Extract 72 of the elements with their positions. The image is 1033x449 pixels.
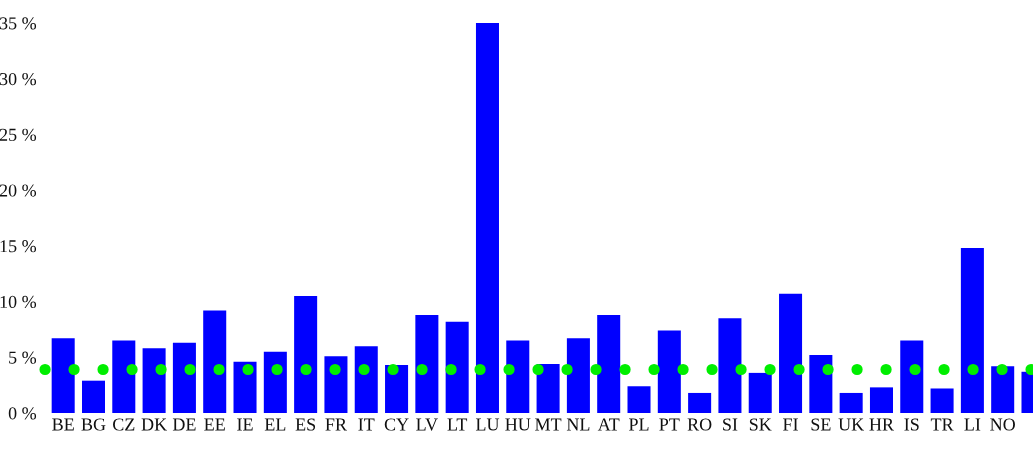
x-tick-label: FI [783, 418, 798, 431]
bar [112, 340, 136, 413]
x-tick-label: HU [505, 418, 531, 431]
bar [536, 363, 560, 413]
x-tick-label: BE [52, 418, 74, 431]
x-tick-label: DE [172, 418, 196, 431]
bar [809, 355, 833, 413]
x-tick-label: HR [869, 418, 894, 431]
x-tick-label: SK [749, 418, 772, 431]
bar [142, 348, 166, 413]
x-tick-label: NL [566, 418, 590, 431]
x-tick-label: SE [811, 418, 831, 431]
x-tick-label: RO [687, 418, 712, 431]
x-tick-label: IT [358, 418, 375, 431]
x-tick-label: LV [416, 418, 438, 431]
x-tick-label: AT [597, 418, 620, 431]
bar [688, 392, 712, 413]
x-tick-label: BG [81, 418, 106, 431]
bar [657, 330, 681, 413]
bar [627, 386, 651, 413]
bar [839, 392, 863, 413]
y-tick-label: 0 % [8, 407, 37, 420]
x-tick-label: LT [447, 418, 468, 431]
x-tick-label: IS [904, 418, 919, 431]
bar [779, 293, 803, 413]
x-tick-label: PT [659, 418, 680, 431]
x-tick-label: EL [264, 418, 286, 431]
bar [445, 321, 469, 413]
y-tick-label: 5 % [9, 351, 37, 364]
bar [930, 388, 954, 413]
y-tick-label: 10 % [0, 295, 37, 309]
bar [597, 314, 621, 413]
bar [718, 318, 742, 413]
x-tick-label: EE [204, 418, 225, 431]
y-tick-label: 15 % [0, 240, 37, 253]
x-tick-label: LU [475, 418, 500, 431]
bar [172, 342, 196, 413]
bar [991, 366, 1015, 413]
bar [506, 340, 530, 413]
x-tick-label: CY [384, 418, 409, 431]
x-tick-label: PL [629, 418, 649, 431]
bar [81, 380, 106, 413]
x-tick-label: MT [535, 418, 562, 431]
x-tick-label: CZ [113, 418, 135, 431]
x-tick-label: TR [930, 418, 954, 431]
bar [869, 387, 893, 413]
bar [324, 356, 348, 413]
bar [294, 296, 318, 413]
bar [475, 23, 499, 413]
x-tick-label: ES [295, 418, 316, 431]
x-tick-label: FR [325, 418, 347, 431]
bar [354, 346, 378, 413]
y-tick-label: 20 % [0, 184, 37, 197]
x-tick-label: DK [141, 418, 167, 431]
bar [385, 365, 409, 413]
x-tick-label: UK [838, 418, 865, 431]
x-tick-label: IE [237, 418, 253, 431]
bar [51, 338, 75, 413]
x-tick-label: LI [964, 418, 981, 431]
y-tick-label: 25 % [0, 128, 37, 141]
bar [415, 314, 439, 413]
bar [566, 338, 590, 413]
y-tick-label: 30 % [0, 72, 37, 86]
x-tick-label: SI [723, 418, 738, 431]
bar [900, 340, 924, 413]
bar [960, 248, 984, 413]
bar [233, 361, 257, 413]
bar [263, 351, 287, 413]
x-tick-label: NO [990, 418, 1015, 431]
y-tick-label: 35 % [0, 17, 37, 30]
bar [748, 372, 772, 413]
bar [203, 310, 227, 413]
